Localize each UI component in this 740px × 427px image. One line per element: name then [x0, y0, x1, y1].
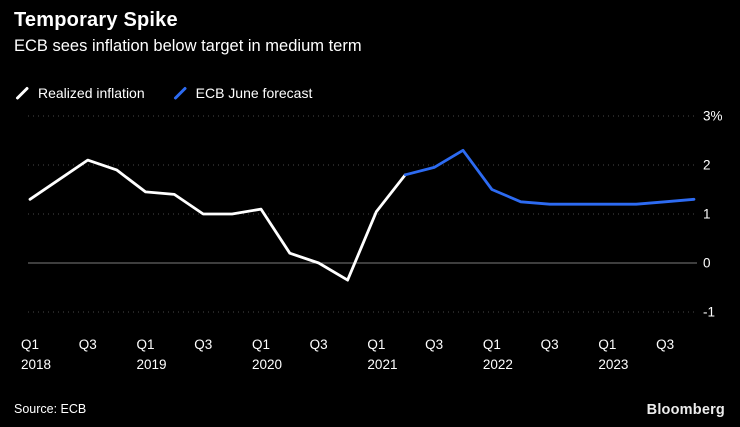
x-axis-label: Q1: [598, 337, 617, 352]
bloomberg-logo: Bloomberg: [646, 402, 725, 418]
series-line-realized-inflation: [28, 158, 407, 282]
x-axis-label: Q1: [482, 337, 501, 352]
x-axis-label: Q3: [656, 337, 675, 352]
x-axis-label: Q3: [540, 337, 559, 352]
white-line-icon: [16, 86, 29, 99]
x-axis-label: Q3: [78, 337, 97, 352]
x-axis-label: Q3: [194, 337, 213, 352]
chart-title: Temporary Spike: [14, 9, 178, 31]
x-axis-label: Q1: [367, 337, 386, 352]
series-line-ecb-june-forecast: [403, 148, 696, 206]
x-axis-label: Q3: [425, 337, 444, 352]
y-axis-label: -1: [703, 304, 716, 320]
x-axis-label: Q1: [20, 337, 40, 352]
y-axis-label: 0: [703, 255, 711, 271]
x-axis-year-label: 2022: [482, 357, 513, 372]
source-note: Source: ECB: [14, 402, 87, 416]
legend-item-realized-inflation: Realized inflation: [15, 85, 145, 101]
x-axis-year-label: 2018: [21, 357, 52, 372]
x-axis-year-label: 2019: [136, 357, 167, 372]
y-axis-label: 3%: [703, 108, 723, 124]
blue-line-icon: [173, 86, 187, 99]
x-axis-year-label: 2020: [251, 357, 282, 372]
y-axis-label: 1: [703, 206, 711, 222]
y-axis-label: 2: [703, 157, 711, 173]
chart-subtitle: ECB sees inflation below target in mediu…: [14, 37, 362, 55]
legend-label-ecb-june-forecast: ECB June forecast: [195, 85, 313, 101]
x-axis-label: Q3: [309, 337, 328, 352]
x-axis-year-label: 2023: [598, 357, 629, 372]
x-axis-label: Q1: [136, 337, 155, 352]
legend: Realized inflation ECB June forecast: [15, 85, 312, 101]
x-axis-label: Q1: [251, 337, 270, 352]
legend-label-realized-inflation: Realized inflation: [38, 85, 145, 101]
legend-item-ecb-june-forecast: ECB June forecast: [173, 85, 313, 101]
x-axis-year-label: 2021: [367, 357, 398, 372]
